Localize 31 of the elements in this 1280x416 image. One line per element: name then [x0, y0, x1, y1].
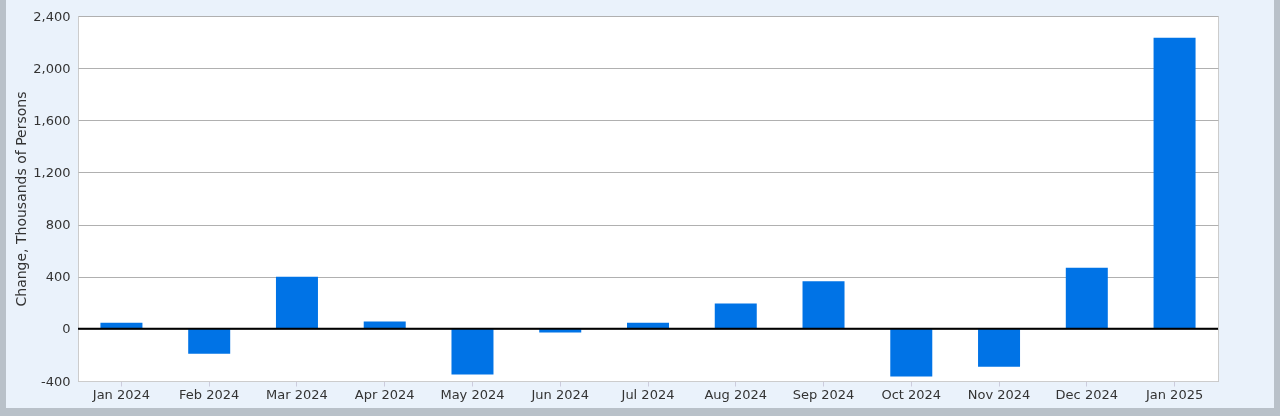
x-tick-label: Aug 2024 [704, 386, 768, 402]
x-tick-label: Dec 2024 [1055, 386, 1118, 402]
y-tick-label: 1,600 [33, 112, 71, 128]
bar [978, 328, 1021, 367]
bar [890, 328, 933, 377]
x-tick-label: Oct 2024 [881, 386, 942, 402]
bar [1153, 37, 1196, 329]
x-tick-label: Apr 2024 [354, 386, 415, 402]
bar [802, 281, 845, 329]
bar [275, 276, 318, 329]
y-tick-label: 0 [62, 321, 71, 337]
bar [188, 328, 231, 354]
x-tick-label: May 2024 [440, 386, 505, 402]
x-tick-label: Mar 2024 [266, 386, 328, 402]
y-axis-title: Change, Thousands of Persons [13, 91, 30, 307]
y-tick-label: 1,200 [33, 164, 71, 180]
x-tick-label: Nov 2024 [967, 386, 1031, 402]
y-tick-label: 2,000 [33, 60, 71, 76]
y-tick-label: 800 [45, 217, 71, 233]
x-tick-label: Jan 2025 [1144, 386, 1204, 402]
y-tick-label: -400 [40, 373, 71, 389]
bar [714, 303, 757, 329]
x-tick-label: Jul 2024 [620, 386, 675, 402]
y-tick-label: 2,400 [33, 8, 71, 24]
bar [451, 328, 494, 375]
x-tick-label: Jan 2024 [91, 386, 151, 402]
y-tick-label: 400 [45, 269, 71, 285]
x-tick-label: Feb 2024 [179, 386, 240, 402]
x-tick-label: Sep 2024 [792, 386, 855, 402]
bar [1065, 267, 1108, 329]
x-tick-label: Jun 2024 [530, 386, 590, 402]
